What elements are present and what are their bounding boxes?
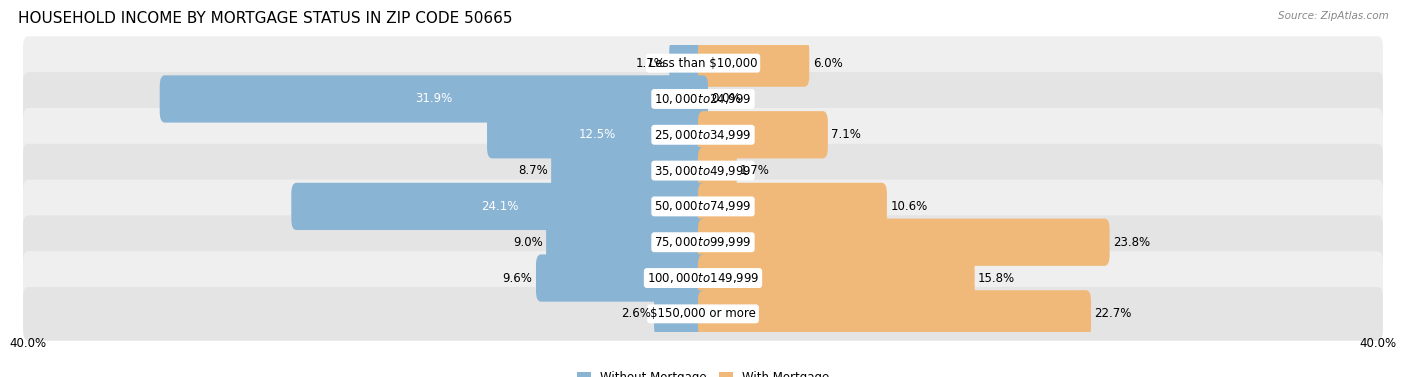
Text: HOUSEHOLD INCOME BY MORTGAGE STATUS IN ZIP CODE 50665: HOUSEHOLD INCOME BY MORTGAGE STATUS IN Z… — [18, 11, 513, 26]
Legend: Without Mortgage, With Mortgage: Without Mortgage, With Mortgage — [572, 366, 834, 377]
Text: $10,000 to $24,999: $10,000 to $24,999 — [654, 92, 752, 106]
Text: 9.0%: 9.0% — [513, 236, 543, 249]
FancyBboxPatch shape — [22, 215, 1384, 269]
Text: 12.5%: 12.5% — [579, 128, 616, 141]
FancyBboxPatch shape — [160, 75, 709, 123]
Text: 23.8%: 23.8% — [1114, 236, 1150, 249]
Text: 15.8%: 15.8% — [979, 271, 1015, 285]
FancyBboxPatch shape — [291, 183, 709, 230]
Text: 31.9%: 31.9% — [415, 92, 453, 106]
FancyBboxPatch shape — [546, 219, 709, 266]
FancyBboxPatch shape — [697, 254, 974, 302]
FancyBboxPatch shape — [22, 251, 1384, 305]
FancyBboxPatch shape — [22, 287, 1384, 341]
FancyBboxPatch shape — [536, 254, 709, 302]
FancyBboxPatch shape — [22, 144, 1384, 198]
Text: 6.0%: 6.0% — [813, 57, 842, 70]
FancyBboxPatch shape — [697, 183, 887, 230]
FancyBboxPatch shape — [669, 40, 709, 87]
Text: 7.1%: 7.1% — [831, 128, 860, 141]
Text: 0.0%: 0.0% — [711, 92, 741, 106]
FancyBboxPatch shape — [22, 108, 1384, 162]
Text: $25,000 to $34,999: $25,000 to $34,999 — [654, 128, 752, 142]
FancyBboxPatch shape — [697, 40, 810, 87]
Text: Source: ZipAtlas.com: Source: ZipAtlas.com — [1278, 11, 1389, 21]
FancyBboxPatch shape — [654, 290, 709, 337]
FancyBboxPatch shape — [697, 290, 1091, 337]
Text: 24.1%: 24.1% — [481, 200, 519, 213]
Text: 8.7%: 8.7% — [517, 164, 548, 177]
Text: 1.7%: 1.7% — [740, 164, 770, 177]
Text: 2.6%: 2.6% — [621, 307, 651, 320]
Text: 22.7%: 22.7% — [1094, 307, 1132, 320]
Text: $50,000 to $74,999: $50,000 to $74,999 — [654, 199, 752, 213]
Text: Less than $10,000: Less than $10,000 — [648, 57, 758, 70]
Text: $35,000 to $49,999: $35,000 to $49,999 — [654, 164, 752, 178]
FancyBboxPatch shape — [697, 147, 737, 194]
Text: 9.6%: 9.6% — [503, 271, 533, 285]
FancyBboxPatch shape — [551, 147, 709, 194]
Text: $75,000 to $99,999: $75,000 to $99,999 — [654, 235, 752, 249]
Text: 10.6%: 10.6% — [890, 200, 928, 213]
FancyBboxPatch shape — [22, 179, 1384, 233]
FancyBboxPatch shape — [486, 111, 709, 158]
Text: $100,000 to $149,999: $100,000 to $149,999 — [647, 271, 759, 285]
Text: 1.7%: 1.7% — [636, 57, 666, 70]
Text: $150,000 or more: $150,000 or more — [650, 307, 756, 320]
FancyBboxPatch shape — [697, 111, 828, 158]
FancyBboxPatch shape — [22, 36, 1384, 90]
FancyBboxPatch shape — [22, 72, 1384, 126]
FancyBboxPatch shape — [697, 219, 1109, 266]
